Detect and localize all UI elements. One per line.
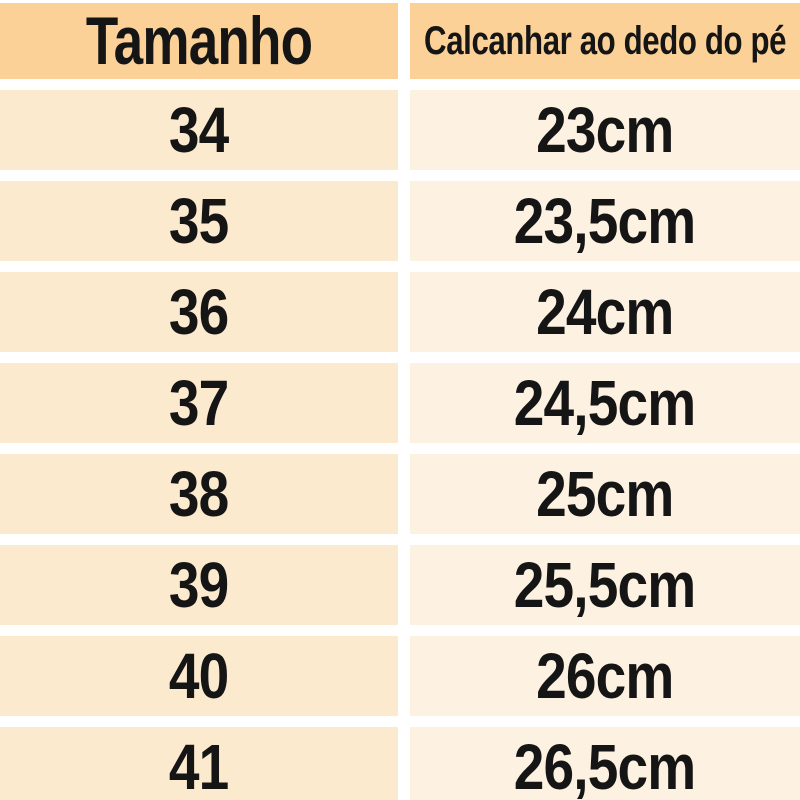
length-value: 26cm (536, 640, 674, 712)
size-value: 36 (169, 276, 229, 348)
table-row: 37 24,5cm (0, 363, 800, 443)
length-cell: 26cm (410, 636, 800, 716)
size-cell: 40 (0, 636, 398, 716)
size-cell: 36 (0, 272, 398, 352)
size-cell: 35 (0, 181, 398, 261)
table-row: 41 26,5cm (0, 727, 800, 800)
length-cell: 25cm (410, 454, 800, 534)
size-cell: 39 (0, 545, 398, 625)
length-value: 25,5cm (514, 549, 696, 621)
length-value: 25cm (536, 458, 674, 530)
length-cell: 23cm (410, 90, 800, 170)
table-header-row: Tamanho Calcanhar ao dedo do pé (0, 3, 800, 79)
length-cell: 24,5cm (410, 363, 800, 443)
size-value: 41 (169, 731, 229, 800)
table-row: 39 25,5cm (0, 545, 800, 625)
length-value: 23cm (536, 94, 674, 166)
table-row: 36 24cm (0, 272, 800, 352)
size-value: 35 (169, 185, 229, 257)
length-value: 26,5cm (514, 731, 696, 800)
length-value: 24cm (536, 276, 674, 348)
size-value: 39 (169, 549, 229, 621)
table-row: 34 23cm (0, 90, 800, 170)
size-value: 34 (169, 94, 229, 166)
length-value: 24,5cm (514, 367, 696, 439)
length-cell: 26,5cm (410, 727, 800, 800)
length-cell: 23,5cm (410, 181, 800, 261)
size-value: 38 (169, 458, 229, 530)
size-value: 37 (169, 367, 229, 439)
table-row: 40 26cm (0, 636, 800, 716)
column-header-size: Tamanho (85, 3, 313, 79)
length-cell: 24cm (410, 272, 800, 352)
column-header-heel-to-toe: Calcanhar ao dedo do pé (423, 19, 787, 63)
size-value: 40 (169, 640, 229, 712)
length-value: 23,5cm (514, 185, 696, 257)
size-cell: 34 (0, 90, 398, 170)
length-cell: 25,5cm (410, 545, 800, 625)
size-cell: 37 (0, 363, 398, 443)
header-cell-size: Tamanho (0, 3, 398, 79)
size-cell: 41 (0, 727, 398, 800)
table-row: 38 25cm (0, 454, 800, 534)
size-cell: 38 (0, 454, 398, 534)
table-body: 34 23cm 35 23,5cm 36 24cm 37 24,5cm 38 25cm 39 25,5… (0, 90, 800, 800)
table-row: 35 23,5cm (0, 181, 800, 261)
header-cell-length: Calcanhar ao dedo do pé (410, 3, 800, 79)
